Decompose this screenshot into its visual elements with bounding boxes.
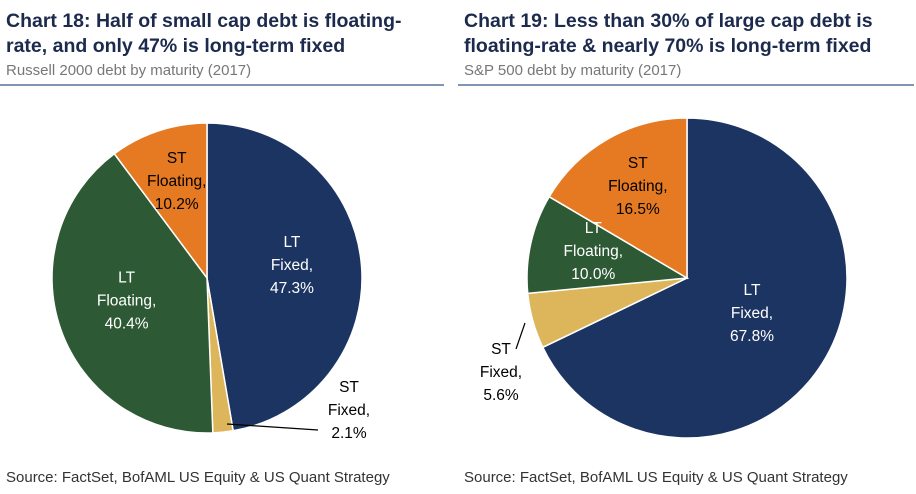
pie-slice-st-floating: [113, 122, 208, 281]
title-divider: [0, 84, 444, 86]
slice-label: LT Fixed, 67.8%: [730, 282, 774, 345]
chart-title: Chart 18: Half of small cap debt is floa…: [6, 9, 401, 59]
slice-label-line: Floating,: [147, 173, 206, 190]
chart-subtitle: S&P 500 debt by maturity (2017): [464, 62, 682, 79]
pie-chart: LT Fixed, 67.8% ST Fixed, 5.6% LT Floating, 10.0…: [480, 117, 848, 439]
chart-source: Source: FactSet, BofAML US Equity & US Q…: [464, 469, 848, 486]
slice-label-line: 2.1%: [331, 425, 367, 442]
slice-label: ST Fixed, 2.1%: [328, 379, 370, 442]
slice-label-line: ST: [339, 379, 359, 396]
title-divider: [458, 84, 914, 86]
slice-label-line: LT: [118, 269, 135, 286]
chart-title-line: Chart 19: Less than 30% of large cap deb…: [464, 10, 873, 32]
slice-label-line: 10.0%: [571, 266, 615, 283]
slice-label: ST Floating, 10.2%: [147, 150, 206, 213]
leader-line: [515, 322, 526, 350]
chart-18-panel: Chart 18: Half of small cap debt is floa…: [0, 0, 450, 494]
slice-label-line: LT: [585, 220, 602, 237]
slice-label-line: Fixed,: [731, 305, 773, 322]
slice-label-line: LT: [283, 234, 300, 251]
slice-label-line: Fixed,: [328, 402, 370, 419]
slice-label-line: 67.8%: [730, 328, 774, 345]
slice-label: LT Floating, 10.0%: [564, 220, 623, 283]
pie-slice-st-floating: [548, 117, 688, 280]
slice-label-line: ST: [628, 155, 648, 172]
slice-label-line: ST: [167, 150, 187, 167]
pie-slice-lt-fixed: [541, 117, 848, 439]
slice-label: ST Floating, 16.5%: [608, 155, 667, 218]
pie-slice-lt-floating: [526, 195, 690, 295]
chart-title-line: floating-rate & nearly 70% is long-term …: [464, 35, 872, 57]
slice-label: LT Fixed, 47.3%: [270, 234, 314, 297]
slice-label: ST Fixed, 5.6%: [480, 341, 522, 404]
slice-label-line: 47.3%: [270, 280, 314, 297]
slice-label-line: Fixed,: [480, 364, 522, 381]
chart-title-line: rate, and only 47% is long-term fixed: [6, 35, 346, 57]
slice-label-line: Fixed,: [271, 257, 313, 274]
slice-label-line: Floating,: [564, 243, 623, 260]
slice-label-line: LT: [744, 282, 761, 299]
slice-label-line: 40.4%: [105, 315, 149, 332]
pie-chart: LT Fixed, 47.3% ST Fixed, 2.1% LT Floating, 40.4…: [51, 122, 370, 442]
slice-label-line: Floating,: [97, 292, 156, 309]
chart-subtitle: Russell 2000 debt by maturity (2017): [6, 62, 252, 79]
pie-slice-lt-floating: [51, 152, 214, 434]
chart-title: Chart 19: Less than 30% of large cap deb…: [464, 9, 873, 59]
chart-title-line: Chart 18: Half of small cap debt is floa…: [6, 10, 402, 32]
slice-label-line: ST: [491, 341, 511, 358]
chart-19-panel: Chart 19: Less than 30% of large cap deb…: [458, 0, 916, 494]
slice-label-line: Floating,: [608, 178, 667, 195]
pie-slice-lt-fixed: [206, 122, 363, 432]
slice-label: LT Floating, 40.4%: [97, 269, 156, 332]
leader-line: [226, 423, 319, 431]
slice-label-line: 16.5%: [616, 201, 660, 218]
chart-source: Source: FactSet, BofAML US Equity & US Q…: [6, 469, 390, 486]
slice-label-line: 5.6%: [483, 387, 519, 404]
slice-label-line: 10.2%: [155, 196, 199, 213]
